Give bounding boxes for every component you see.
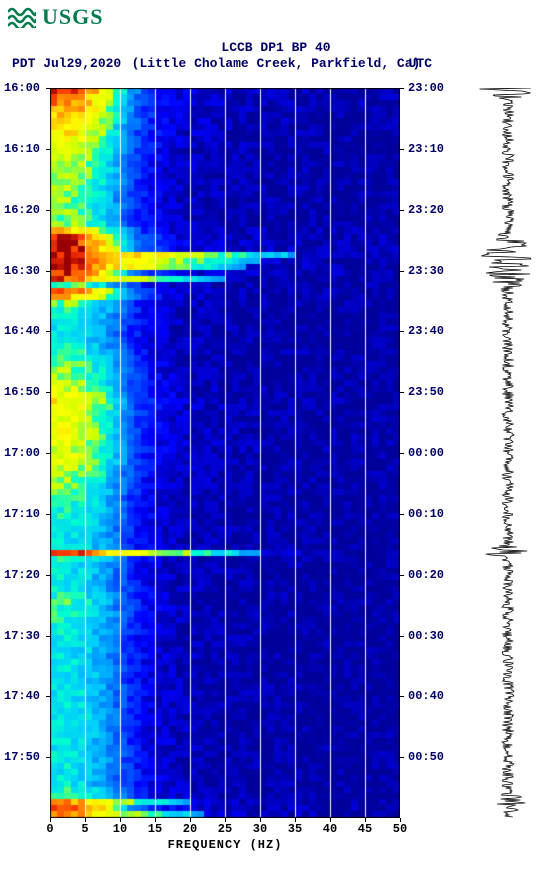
spectrogram-plot bbox=[50, 88, 400, 818]
ytick-right: 23:40 bbox=[408, 324, 444, 338]
logo-text: USGS bbox=[42, 4, 103, 30]
xtick: 15 bbox=[148, 822, 162, 836]
xtick: 0 bbox=[46, 822, 53, 836]
ytick-right: 23:50 bbox=[408, 385, 444, 399]
ytick-left: 16:10 bbox=[4, 142, 40, 156]
x-axis-label: FREQUENCY (HZ) bbox=[50, 838, 400, 852]
xtick: 45 bbox=[358, 822, 372, 836]
ytick-left: 17:20 bbox=[4, 568, 40, 582]
xtick: 35 bbox=[288, 822, 302, 836]
ytick-right: 23:00 bbox=[408, 81, 444, 95]
chart-subtitle: (Little Cholame Creek, Parkfield, Ca) bbox=[0, 56, 552, 71]
page-root: USGS LCCB DP1 BP 40 PDT Jul29,2020 (Litt… bbox=[0, 0, 552, 892]
xtick: 50 bbox=[393, 822, 407, 836]
ytick-left: 17:50 bbox=[4, 750, 40, 764]
ytick-left: 16:00 bbox=[4, 81, 40, 95]
ytick-right: 00:50 bbox=[408, 750, 444, 764]
spectrogram-heatmap bbox=[50, 88, 400, 818]
ytick-left: 16:20 bbox=[4, 203, 40, 217]
ytick-left: 16:30 bbox=[4, 264, 40, 278]
ytick-right: 00:40 bbox=[408, 689, 444, 703]
ytick-left: 17:00 bbox=[4, 446, 40, 460]
xtick: 5 bbox=[81, 822, 88, 836]
ytick-right: 23:10 bbox=[408, 142, 444, 156]
ytick-right: 23:30 bbox=[408, 264, 444, 278]
ytick-right: 00:10 bbox=[408, 507, 444, 521]
ytick-left: 17:10 bbox=[4, 507, 40, 521]
seismogram-trace bbox=[468, 88, 548, 818]
utc-label: UTC bbox=[409, 56, 432, 71]
xtick: 25 bbox=[218, 822, 232, 836]
ytick-left: 17:30 bbox=[4, 629, 40, 643]
xtick: 30 bbox=[253, 822, 267, 836]
ytick-right: 00:00 bbox=[408, 446, 444, 460]
ytick-right: 00:30 bbox=[408, 629, 444, 643]
wave-icon bbox=[8, 6, 36, 28]
xtick: 20 bbox=[183, 822, 197, 836]
ytick-left: 16:40 bbox=[4, 324, 40, 338]
ytick-right: 23:20 bbox=[408, 203, 444, 217]
ytick-left: 16:50 bbox=[4, 385, 40, 399]
ytick-left: 17:40 bbox=[4, 689, 40, 703]
chart-title: LCCB DP1 BP 40 bbox=[0, 40, 552, 55]
ytick-right: 00:20 bbox=[408, 568, 444, 582]
xtick: 40 bbox=[323, 822, 337, 836]
usgs-logo: USGS bbox=[8, 4, 103, 30]
xtick: 10 bbox=[113, 822, 127, 836]
